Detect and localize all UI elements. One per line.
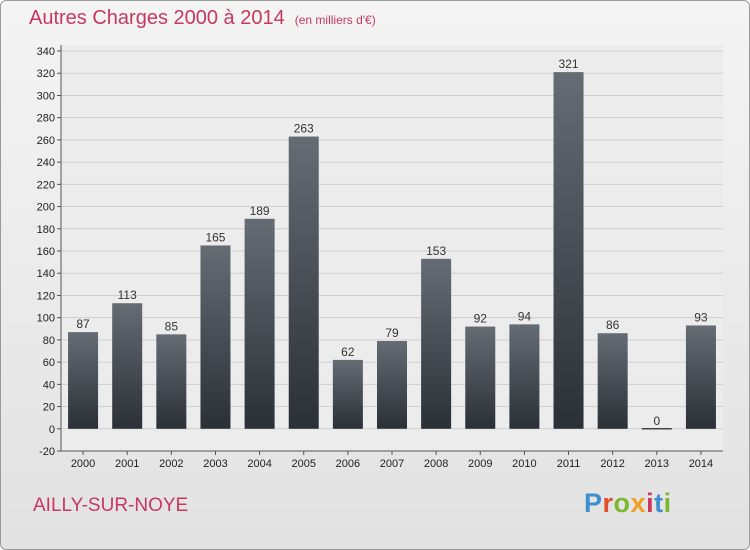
y-tick-label: 40: [43, 379, 55, 391]
y-tick-label: 80: [43, 335, 55, 347]
bar: [685, 325, 716, 429]
y-tick-label: 160: [37, 246, 55, 258]
bar: [509, 324, 540, 429]
y-tick-label: 240: [37, 157, 55, 169]
unit-label: (en milliers d'€): [294, 13, 376, 27]
title-text: Autres Charges 2000 à 2014: [29, 7, 285, 29]
bar: [377, 341, 407, 429]
data-label: 87: [76, 317, 90, 331]
y-tick-label: 20: [43, 402, 55, 414]
data-label: 79: [385, 326, 399, 340]
data-label: 92: [474, 312, 488, 326]
data-label: 153: [426, 244, 446, 258]
y-tick-label: 200: [37, 202, 55, 214]
x-tick-label: 2006: [336, 458, 360, 470]
proxiti-logo[interactable]: Proxiti: [584, 488, 672, 519]
x-tick-label: 2007: [380, 458, 404, 470]
y-tick-label: 140: [37, 268, 55, 280]
bar: [288, 136, 319, 429]
bar: [156, 334, 187, 429]
x-tick-label: 2000: [71, 458, 95, 470]
logo-letter: o: [613, 488, 631, 518]
x-tick-label: 2014: [689, 458, 713, 470]
data-label: 113: [118, 288, 137, 302]
data-label: 85: [165, 319, 179, 333]
y-tick-label: 120: [37, 290, 55, 302]
data-label: 62: [341, 345, 355, 359]
x-tick-label: 2003: [203, 458, 227, 470]
bar: [68, 332, 99, 429]
x-tick-label: 2010: [512, 458, 536, 470]
data-label: 263: [294, 122, 314, 136]
bar: [465, 326, 496, 429]
data-label: 86: [606, 318, 620, 332]
bar: [553, 72, 584, 429]
chart-title: Autres Charges 2000 à 2014 (en milliers d…: [29, 7, 376, 30]
logo-letter: i: [663, 488, 672, 518]
y-tick-label: 220: [37, 179, 55, 191]
data-label: 321: [559, 57, 579, 71]
y-tick-label: 320: [37, 68, 55, 80]
logo-letter: i: [646, 488, 655, 518]
x-tick-label: 2013: [645, 458, 669, 470]
bar: [244, 218, 275, 429]
place-name: AILLY-SUR-NOYE: [33, 495, 189, 516]
y-tick-label: 60: [43, 357, 55, 369]
bar: [332, 359, 363, 429]
y-tick-label: 280: [37, 113, 55, 125]
bar: [112, 303, 143, 429]
y-tick-label: 0: [49, 424, 55, 436]
x-tick-label: 2008: [424, 458, 448, 470]
logo-letter: t: [654, 488, 664, 518]
x-tick-label: 2002: [159, 458, 183, 470]
bar: [421, 258, 452, 429]
data-label: 165: [205, 230, 225, 244]
x-tick-label: 2012: [600, 458, 624, 470]
data-label: 93: [694, 310, 708, 324]
y-tick-label: -20: [39, 446, 55, 458]
x-tick-label: 2011: [557, 458, 581, 470]
data-label: 94: [518, 309, 532, 323]
y-tick-label: 260: [37, 135, 55, 147]
x-tick-label: 2001: [115, 458, 139, 470]
bar: [597, 333, 628, 429]
logo-letter: P: [584, 488, 603, 518]
data-label: 0: [653, 414, 660, 428]
y-tick-label: 340: [37, 46, 55, 58]
x-tick-label: 2009: [468, 458, 492, 470]
y-tick-label: 300: [37, 90, 55, 102]
x-tick-label: 2004: [247, 458, 271, 470]
x-tick-label: 2005: [291, 458, 315, 470]
bar: [200, 245, 231, 429]
y-tick-label: 180: [37, 224, 55, 236]
logo-letter: x: [630, 488, 647, 518]
logo-letter: r: [602, 488, 614, 518]
y-tick-label: 100: [37, 313, 55, 325]
data-label: 189: [250, 204, 270, 218]
